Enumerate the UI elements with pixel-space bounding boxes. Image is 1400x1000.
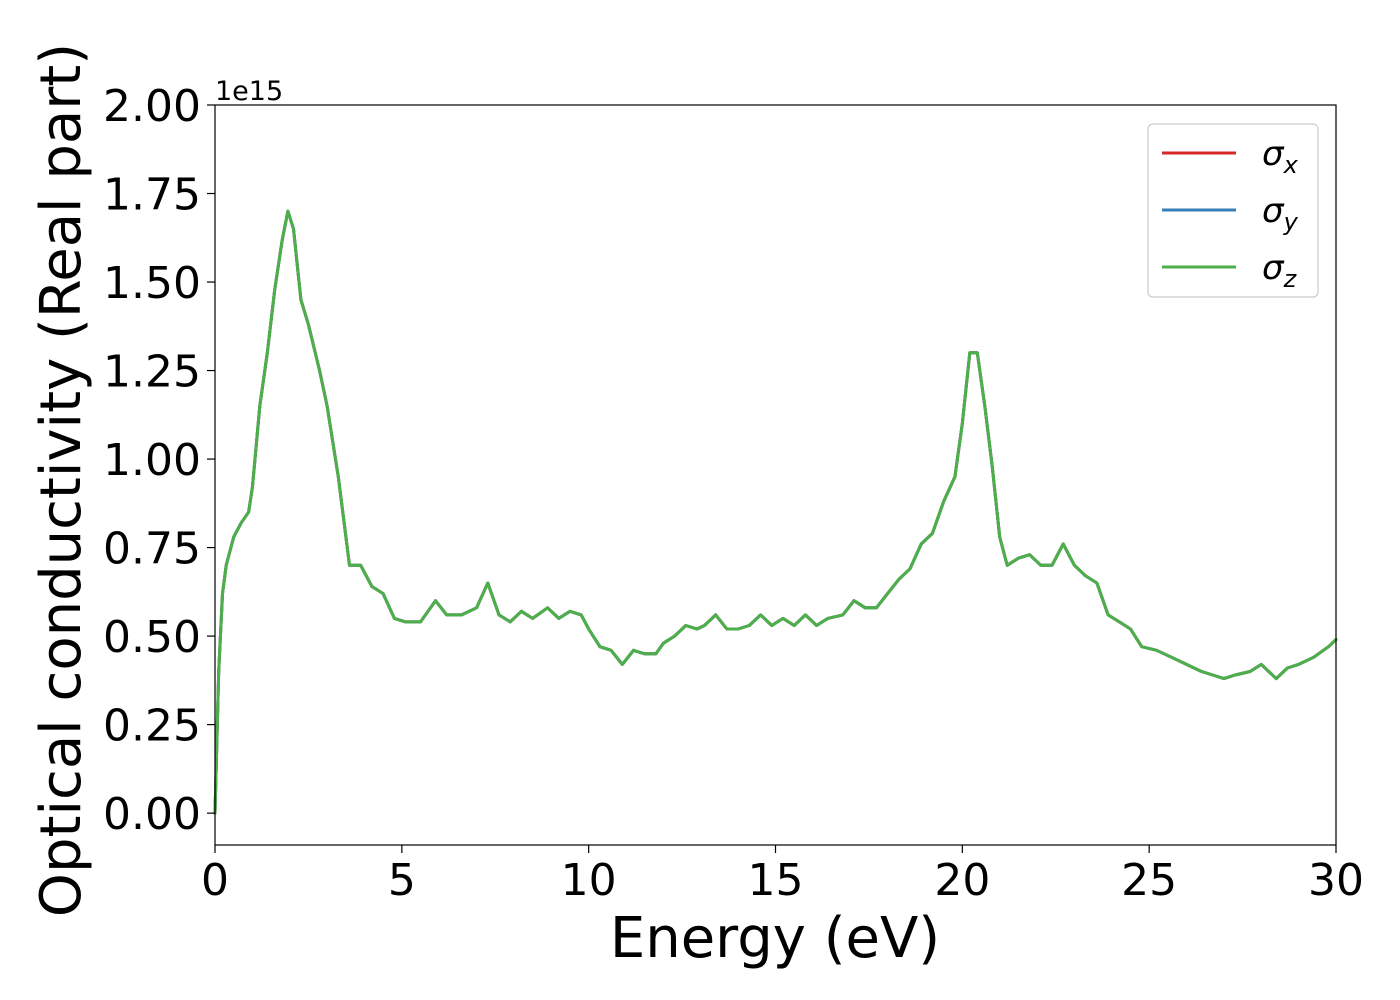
x-tick-label: 15	[748, 855, 804, 906]
y-axis-label: Optical conductivity (Real part)	[29, 43, 94, 917]
x-axis-label: Energy (eV)	[610, 906, 940, 971]
y-tick-label: 1.75	[103, 170, 201, 221]
legend-label-subscript: y	[1283, 208, 1299, 236]
series-layer	[213, 209, 1338, 815]
y-tick-label: 0.25	[103, 701, 201, 752]
y-tick-label: 0.75	[103, 524, 201, 575]
y-tick-label: 1.25	[103, 347, 201, 398]
y-offset-label: 1e15	[215, 76, 283, 107]
x-tick-label: 25	[1121, 855, 1177, 906]
x-tick-label: 0	[201, 855, 229, 906]
x-axis: 0 5 10 15 20 25 30	[201, 845, 1364, 906]
y-tick-label: 1.00	[103, 435, 201, 486]
series-line-z	[213, 209, 1338, 815]
y-axis: 0.00 0.25 0.50 0.75 1.00 1.25 1.50 1.75 2.00	[103, 81, 215, 840]
y-tick-label: 1.50	[103, 258, 201, 309]
y-tick-label: 2.00	[103, 81, 201, 132]
x-tick-label: 5	[388, 855, 416, 906]
x-tick-label: 10	[561, 855, 617, 906]
x-tick-label: 30	[1308, 855, 1364, 906]
legend-label-subscript: x	[1283, 151, 1299, 179]
legend-label-subscript: z	[1283, 265, 1298, 293]
x-tick-label: 20	[934, 855, 990, 906]
y-tick-label: 0.50	[103, 612, 201, 663]
y-tick-label: 0.00	[103, 789, 201, 840]
